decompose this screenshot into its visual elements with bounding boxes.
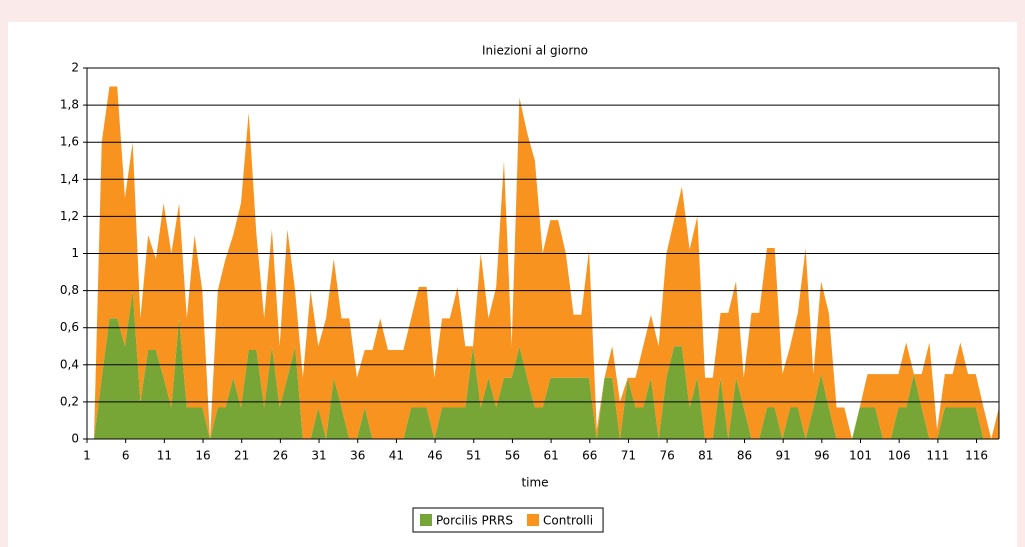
x-tick-label: 76 xyxy=(659,449,674,463)
x-tick-label: 91 xyxy=(776,449,791,463)
x-tick-label: 6 xyxy=(122,449,130,463)
y-tick-label: 1,4 xyxy=(60,172,79,186)
x-tick-label: 1 xyxy=(83,449,91,463)
x-tick-label: 96 xyxy=(814,449,829,463)
y-tick-label: 2 xyxy=(71,61,79,75)
x-tick-label: 106 xyxy=(888,449,911,463)
x-tick-label: 86 xyxy=(737,449,752,463)
x-tick-label: 61 xyxy=(543,449,558,463)
x-tick-label: 101 xyxy=(849,449,872,463)
x-tick-label: 16 xyxy=(195,449,210,463)
y-tick-label: 1,8 xyxy=(60,98,79,112)
y-tick-label: 1,6 xyxy=(60,135,79,149)
x-tick-label: 21 xyxy=(234,449,249,463)
legend: Porcilis PRRS Controlli xyxy=(412,507,604,533)
y-tick-label: 0,6 xyxy=(60,320,79,334)
legend-box xyxy=(412,507,604,533)
y-tick-label: 0,8 xyxy=(60,283,79,297)
x-tick-label: 51 xyxy=(466,449,481,463)
x-axis-label: time xyxy=(521,476,548,490)
grid xyxy=(87,67,999,440)
y-tick-label: 0,2 xyxy=(60,394,79,408)
x-tick-label: 111 xyxy=(926,449,949,463)
x-tick-label: 66 xyxy=(582,449,597,463)
x-tick-label: 81 xyxy=(698,449,713,463)
legend-swatch xyxy=(527,514,540,526)
area xyxy=(94,290,999,439)
y-tick-label: 0 xyxy=(71,432,79,446)
area xyxy=(94,86,999,440)
legend-label: Controlli xyxy=(543,514,593,528)
x-tick-label: 41 xyxy=(389,449,404,463)
chart-title: Iniezioni al giorno xyxy=(482,44,588,58)
x-tick-label: 46 xyxy=(427,449,442,463)
y-tick-label: 1 xyxy=(71,246,79,260)
x-tick-label: 31 xyxy=(311,449,326,463)
y-tick-label: 0,4 xyxy=(60,357,79,371)
x-tick-label: 26 xyxy=(273,449,288,463)
x-tick-label: 11 xyxy=(157,449,172,463)
x-tick-label: 36 xyxy=(350,449,365,463)
x-tick-label: 116 xyxy=(965,449,988,463)
legend-swatch xyxy=(420,514,432,526)
legend-label: Porcilis PRRS xyxy=(436,514,513,528)
y-tick-label: 1,2 xyxy=(60,209,79,223)
areas xyxy=(94,86,999,440)
x-tick-label: 71 xyxy=(621,449,636,463)
x-tick-label: 56 xyxy=(505,449,520,463)
